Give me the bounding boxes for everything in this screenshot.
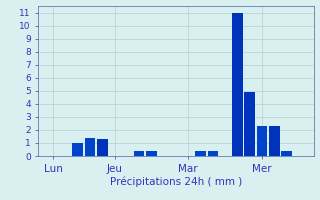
Bar: [208, 151, 218, 156]
Bar: [97, 139, 108, 156]
Bar: [269, 126, 279, 156]
Bar: [195, 151, 206, 156]
Bar: [244, 92, 255, 156]
Bar: [73, 143, 83, 156]
Bar: [257, 126, 267, 156]
X-axis label: Précipitations 24h ( mm ): Précipitations 24h ( mm ): [110, 176, 242, 187]
Bar: [146, 151, 157, 156]
Bar: [232, 13, 243, 156]
Bar: [85, 138, 95, 156]
Bar: [281, 151, 292, 156]
Bar: [134, 151, 144, 156]
